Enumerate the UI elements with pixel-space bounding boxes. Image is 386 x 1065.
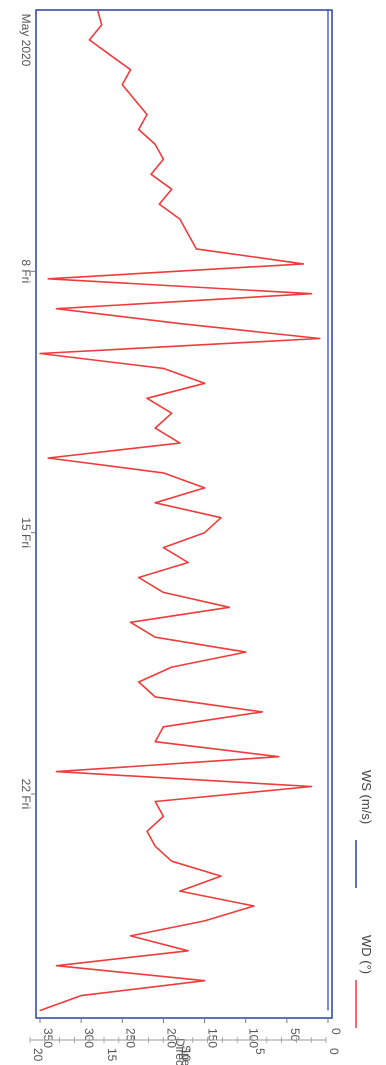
wd-point (109, 54, 111, 56)
wd-point (150, 173, 152, 175)
wd-point (154, 143, 156, 145)
wd-point (55, 771, 58, 773)
wd-point (203, 980, 206, 982)
wd-point (278, 756, 280, 758)
wd-point (179, 323, 181, 325)
wd-point (253, 905, 255, 907)
wd-point (138, 128, 140, 131)
speed-tick-label: 10 (179, 1048, 193, 1062)
wd-point (162, 591, 165, 594)
wd-point (154, 800, 156, 803)
wd-point (80, 995, 82, 997)
wd-point (138, 576, 140, 579)
wd-point (171, 188, 173, 190)
wd-point (39, 352, 41, 355)
wd-point (195, 248, 197, 250)
wd-point (146, 113, 148, 116)
wd-point (154, 741, 156, 743)
legend-ws-label: WS (m/s) (359, 770, 374, 824)
time-ticks: 8 Fri 15 Fri 22 Fri (19, 259, 36, 809)
direction-tick-label: 250 (123, 1028, 137, 1048)
speed-tick-label: 0 (327, 1048, 341, 1055)
wd-point (158, 203, 160, 205)
wd-point (179, 890, 181, 892)
legend-wd-label: WD (°) (359, 935, 374, 974)
wd-point (88, 39, 90, 41)
wd-point (154, 502, 156, 504)
wd-point (310, 293, 313, 295)
direction-tick-label: 50 (288, 1028, 302, 1042)
direction-tick-label: 200 (164, 1028, 178, 1048)
wd-series (39, 9, 321, 1012)
wd-point (220, 875, 222, 877)
wd-point (146, 830, 148, 832)
wd-point (203, 920, 206, 922)
direction-tick-label: 0 (329, 1028, 343, 1035)
wd-point (47, 457, 49, 459)
wd-point (179, 442, 181, 444)
wd-line (39, 9, 321, 1012)
time-tick-label: 8 Fri (19, 259, 33, 283)
wd-point (171, 412, 173, 414)
wd-point (228, 606, 230, 608)
wd-point (162, 547, 165, 549)
wd-point (171, 666, 173, 668)
speed-tick-label: 5 (253, 1048, 267, 1055)
wd-point (121, 84, 123, 86)
wd-point (162, 815, 165, 818)
wd-point (129, 935, 132, 937)
direction-tick-label: 150 (206, 1028, 220, 1048)
wd-point (203, 532, 206, 534)
wd-point (179, 218, 181, 220)
direction-axis-title: Direction (°) (173, 1038, 187, 1065)
wd-point (47, 278, 49, 280)
wd-point (97, 9, 99, 11)
wd-point (310, 785, 313, 788)
wd-point (162, 726, 165, 728)
wd-point (129, 621, 132, 623)
wd-point (154, 427, 156, 429)
wd-point (154, 636, 156, 638)
wd-point (101, 24, 103, 26)
wd-point (187, 561, 189, 564)
wd-point (138, 681, 140, 683)
wd-point (162, 367, 165, 369)
wd-point (134, 99, 136, 101)
direction-tick-label: 350 (41, 1028, 55, 1048)
wd-point (187, 233, 189, 235)
wd-point (203, 487, 206, 489)
wd-point (187, 950, 189, 952)
legend: WD (°) WS (m/s) (355, 770, 374, 1028)
wd-point (55, 308, 58, 310)
wd-point (162, 472, 165, 474)
wd-point (162, 158, 165, 160)
direction-tick-label: 100 (247, 1028, 261, 1048)
speed-tick-label: 20 (31, 1048, 45, 1062)
wd-point (55, 965, 58, 967)
wd-point (203, 382, 206, 384)
plot-area (35, 9, 333, 1019)
wd-point (146, 397, 148, 399)
speed-tick-label: 15 (105, 1048, 119, 1062)
time-tick-label: 22 Fri (19, 779, 33, 810)
wd-point (319, 337, 321, 340)
wd-point (39, 1009, 41, 1012)
period-label: May 2020 (19, 14, 33, 67)
wd-point (245, 651, 247, 653)
wd-point (154, 696, 156, 698)
wd-point (261, 711, 263, 713)
wd-point (129, 69, 132, 71)
wd-point (302, 263, 304, 265)
wd-point (171, 860, 173, 862)
time-tick-label: 15 Fri (19, 517, 33, 548)
wd-point (220, 517, 222, 519)
speed-axis-title: Speed (m/s) (179, 1045, 193, 1065)
wd-point (154, 845, 156, 847)
speed-ticks: 0 5 10 15 20 (29, 1037, 341, 1062)
